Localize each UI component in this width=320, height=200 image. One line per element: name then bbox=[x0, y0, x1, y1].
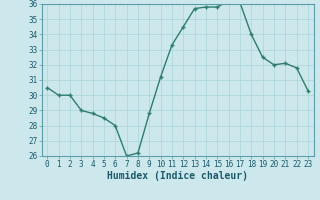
X-axis label: Humidex (Indice chaleur): Humidex (Indice chaleur) bbox=[107, 171, 248, 181]
